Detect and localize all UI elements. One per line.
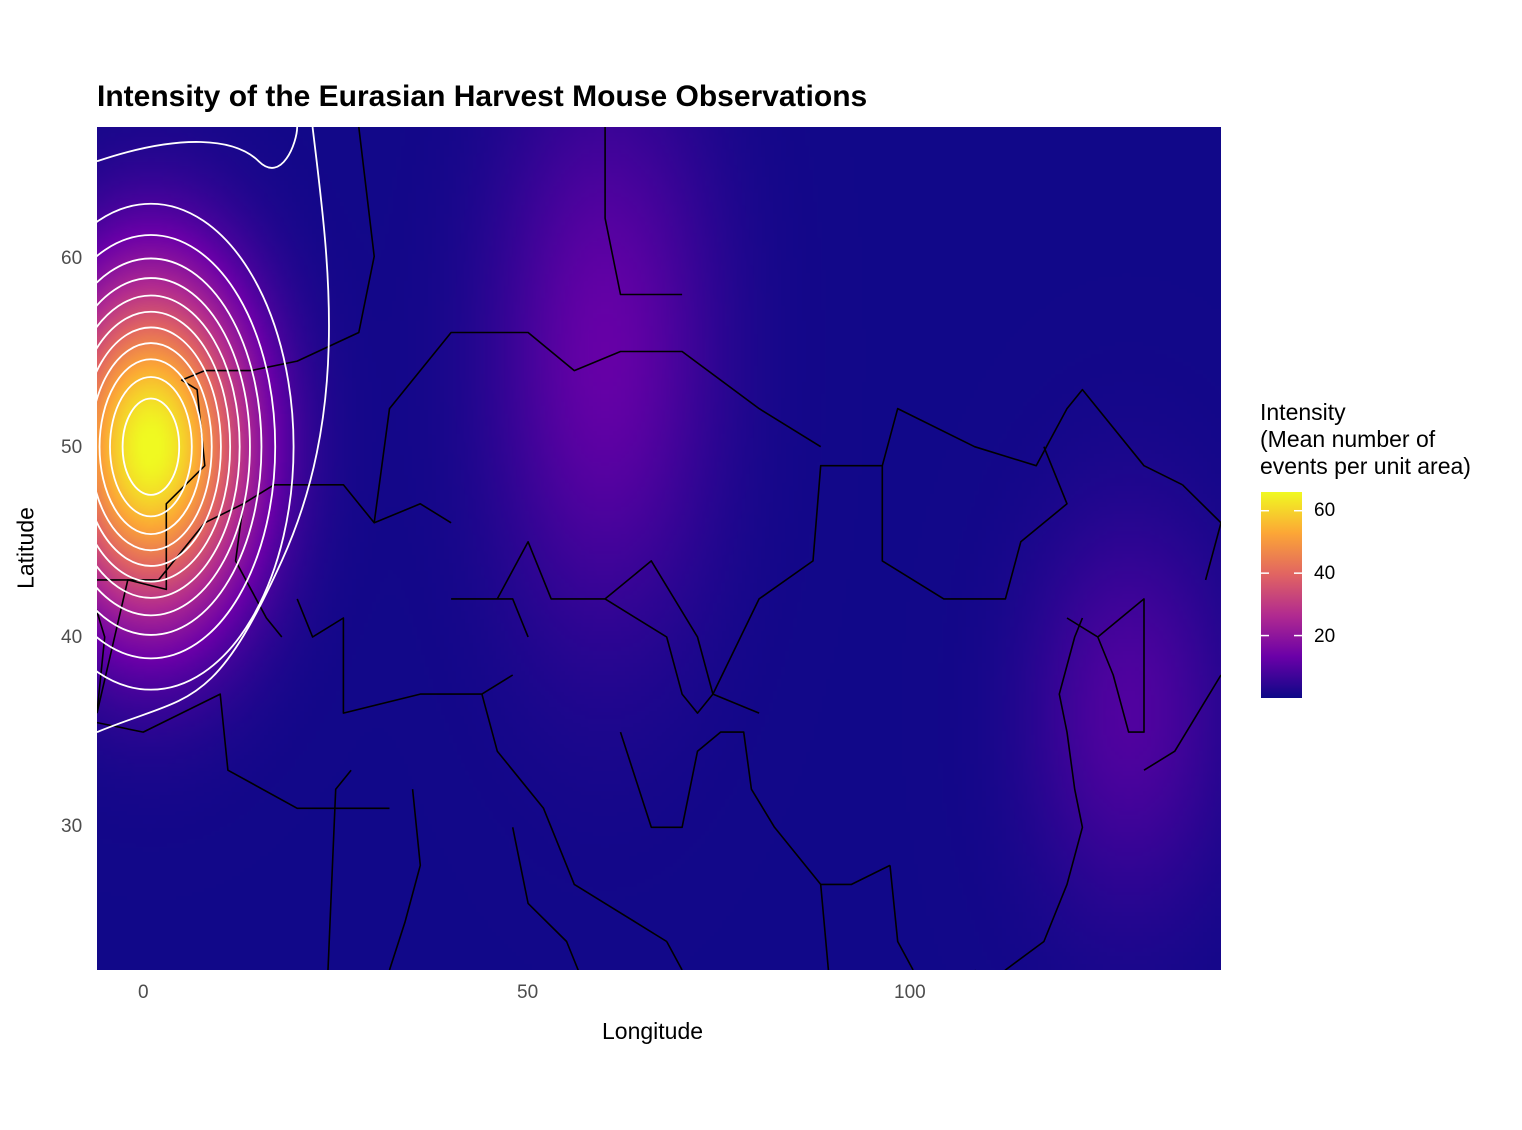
legend-title-line: events per unit area)	[1260, 453, 1471, 480]
y-tick-label: 40	[61, 627, 82, 649]
legend-tick-label: 40	[1314, 563, 1335, 585]
legend-title-line: Intensity	[1260, 399, 1471, 426]
x-tick-label: 50	[517, 982, 538, 1004]
legend-title: Intensity (Mean number of events per uni…	[1260, 399, 1471, 480]
map-panel	[8, 127, 1221, 1056]
y-tick-label: 60	[61, 248, 82, 270]
x-tick-label: 100	[894, 982, 926, 1004]
y-tick-label: 50	[61, 437, 82, 459]
y-tick-label: 30	[61, 816, 82, 838]
legend-colorbar	[1261, 492, 1302, 698]
y-axis-title: Latitude	[13, 507, 40, 589]
legend-tick-label: 20	[1314, 626, 1335, 648]
intensity-heatmap	[97, 127, 1221, 970]
chart-title: Intensity of the Eurasian Harvest Mouse …	[97, 80, 867, 114]
legend-tick-label: 60	[1314, 500, 1335, 522]
x-tick-label: 0	[138, 982, 149, 1004]
x-axis-title: Longitude	[602, 1018, 703, 1045]
legend-title-line: (Mean number of	[1260, 426, 1471, 453]
